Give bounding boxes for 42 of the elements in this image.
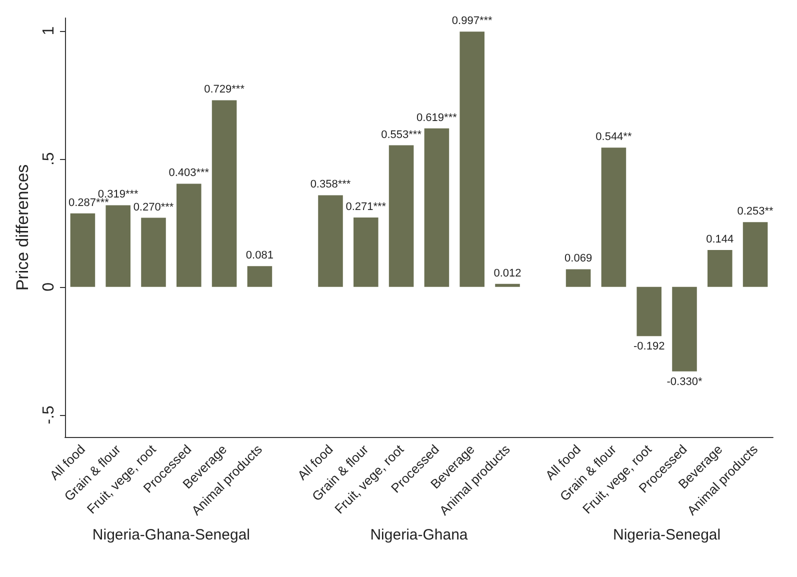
bar	[247, 266, 272, 287]
data-label: 0.997***	[452, 15, 493, 28]
bar	[742, 222, 768, 287]
bar	[318, 195, 343, 287]
data-label: 0.544**	[596, 131, 632, 144]
bar	[141, 218, 166, 287]
bar	[388, 145, 414, 287]
data-label: 0.144	[706, 234, 734, 246]
bar	[424, 128, 450, 287]
bar	[106, 205, 130, 287]
y-axis-title: Price differences	[13, 164, 32, 291]
bar	[354, 218, 378, 287]
bar	[636, 286, 662, 336]
bar	[495, 284, 520, 287]
data-label: 0.271***	[346, 201, 387, 214]
bar	[708, 250, 732, 287]
data-label: -0.192	[634, 340, 665, 353]
bar	[176, 184, 202, 287]
data-label: 0.729***	[204, 84, 246, 96]
bar	[460, 32, 484, 287]
bar	[566, 269, 591, 287]
bar	[212, 100, 237, 287]
data-label: 0.403***	[168, 167, 210, 180]
data-label: 0.081	[246, 250, 274, 262]
data-label: 0.270***	[133, 201, 174, 214]
y-tick-label: .5	[40, 152, 58, 166]
text: Nigeria-Ghana-Senegal	[92, 526, 250, 544]
y-tick-label: -.5	[40, 406, 58, 424]
bar	[601, 148, 626, 287]
data-label: 0.069	[564, 252, 592, 265]
data-label: -0.330*	[666, 376, 703, 388]
bar	[70, 213, 96, 287]
text: Nigeria-Ghana	[370, 526, 468, 544]
data-label: 0.358***	[310, 178, 352, 191]
y-tick-label: 1	[40, 26, 58, 36]
text: Nigeria-Senegal	[613, 526, 721, 544]
y-tick-label: 0	[40, 282, 58, 292]
data-label: 0.619***	[416, 112, 458, 124]
data-label: 0.253**	[737, 206, 774, 218]
bar	[672, 286, 697, 372]
data-label: 0.553***	[381, 128, 422, 141]
data-label: 0.012	[494, 267, 522, 280]
